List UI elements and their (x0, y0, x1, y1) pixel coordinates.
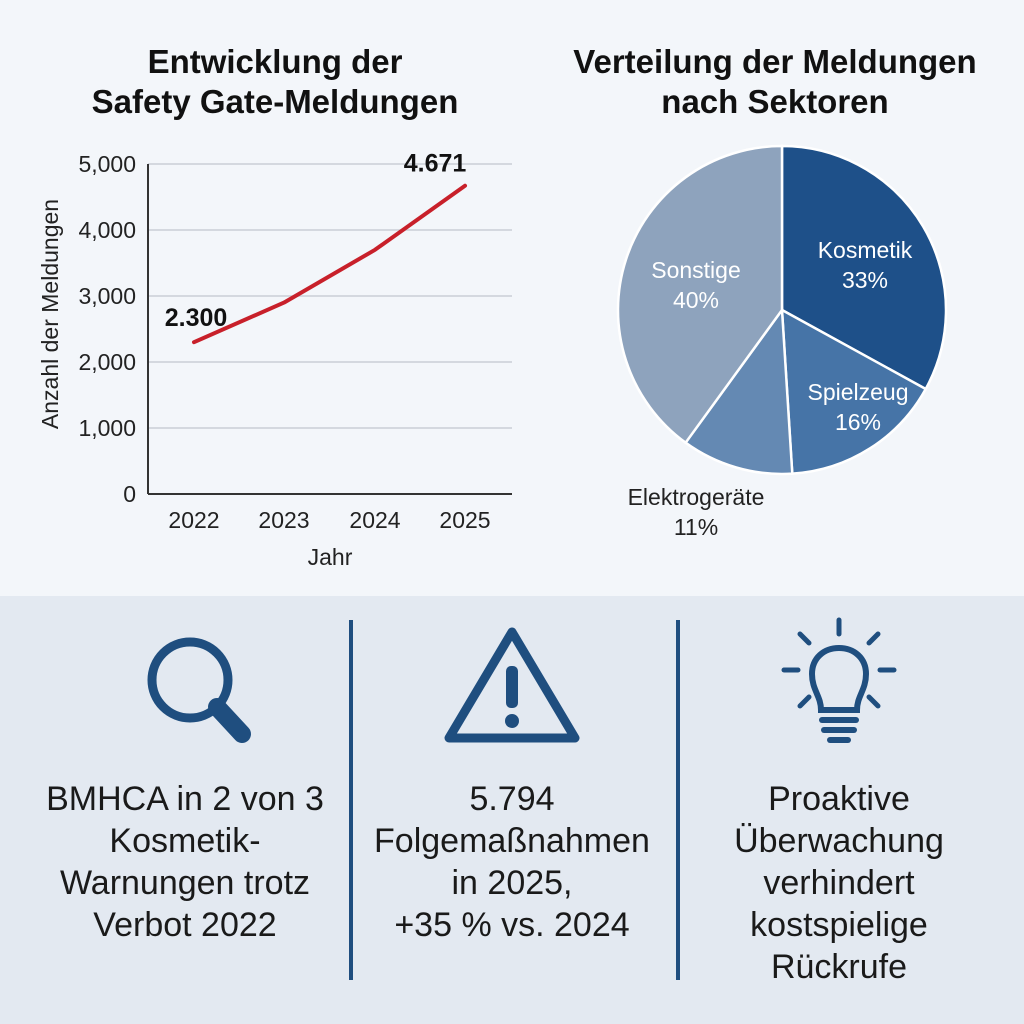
fact-line: Verbot 2022 (93, 906, 277, 944)
x-tick-label: 2025 (439, 507, 490, 533)
pie-chart-title: Verteilung der Meldungen nach Sektoren (540, 42, 1010, 122)
slice-label: Spielzeug (807, 379, 908, 405)
series-line (192, 183, 467, 345)
slice-label: Kosmetik (818, 237, 913, 263)
y-axis-label: Anzahl der Meldungen (37, 199, 63, 429)
fact-caption-followups: 5.794 Folgemaßnahmen in 2025, +35 % vs. … (347, 778, 677, 946)
fact-panel-followups: 5.794 Folgemaßnahmen in 2025, +35 % vs. … (347, 610, 677, 1010)
x-tick-label: 2024 (349, 507, 400, 533)
y-tick-label: 5,000 (78, 151, 136, 177)
pie-slice (780, 144, 948, 391)
fact-caption-monitoring: Proaktive Überwachung verhindert kostspi… (674, 778, 1004, 988)
x-tick-label: 2023 (258, 507, 309, 533)
fact-line: Proaktive (768, 780, 910, 818)
slice-value-label: 11% (674, 514, 718, 540)
warning-triangle-icon (347, 610, 677, 760)
fact-line: Folgemaßnahmen (374, 822, 650, 860)
data-label: 2.300 (165, 304, 228, 332)
fact-panel-bmhca: BMHCA in 2 von 3 Kosmetik- Warnungen tro… (20, 610, 350, 1010)
fact-line: Überwachung (734, 822, 944, 860)
y-tick-label: 1,000 (78, 415, 136, 441)
magnifier-icon (20, 610, 350, 760)
fact-line: Kosmetik- (109, 822, 261, 860)
fact-caption-bmhca: BMHCA in 2 von 3 Kosmetik- Warnungen tro… (20, 778, 350, 946)
slice-value-label: 33% (842, 267, 888, 293)
fact-line: Warnungen trotz (59, 864, 311, 902)
slice-value-label: 40% (673, 287, 719, 313)
y-tick-label: 2,000 (78, 349, 136, 375)
divider-left (349, 620, 353, 980)
x-tick-label: 2022 (168, 507, 219, 533)
fact-line: Rückrufe (770, 948, 908, 986)
pie-chart: Kosmetik 33% Spielzeug 16% Elektrogeräte 11% S… (616, 144, 948, 540)
pie-slice (683, 306, 794, 476)
line-chart-title: Entwicklung der Safety Gate-Meldungen (40, 42, 510, 122)
y-tick-label: 3,000 (78, 283, 136, 309)
pie-chart-title-line-1: Verteilung der Meldungen (573, 43, 977, 80)
slice-label: Sonstige (651, 257, 741, 283)
data-label: 4.671 (404, 150, 467, 178)
fact-line: +35 % vs. 2024 (394, 906, 630, 944)
lightbulb-icon (674, 610, 1004, 760)
fact-line: kostspielige (750, 906, 928, 944)
slice-label: Elektrogeräte (628, 484, 765, 510)
y-tick-label: 0 (123, 481, 136, 507)
fact-line: in 2025, (451, 864, 573, 902)
fact-line: verhindert (763, 864, 915, 902)
slice-value-label: 16% (835, 409, 881, 435)
line-chart-title-line-1: Entwicklung der (147, 43, 403, 80)
line-chart: 0 1,000 2,000 3,000 4,000 5,000 2022 2023 2024 20… (37, 150, 512, 570)
divider-right (676, 620, 680, 980)
pie-chart-title-line-2: nach Sektoren (661, 83, 889, 120)
fact-line: BMHCA in 2 von 3 (46, 780, 324, 818)
fact-panel-monitoring: Proaktive Überwachung verhindert kostspi… (674, 610, 1004, 1010)
pie-slice (780, 307, 928, 476)
pie-slice (616, 144, 784, 445)
fact-line: 5.794 (469, 780, 555, 818)
y-tick-label: 4,000 (78, 217, 136, 243)
line-chart-title-line-2: Safety Gate-Meldungen (91, 83, 459, 120)
x-axis-label: Jahr (308, 544, 353, 570)
